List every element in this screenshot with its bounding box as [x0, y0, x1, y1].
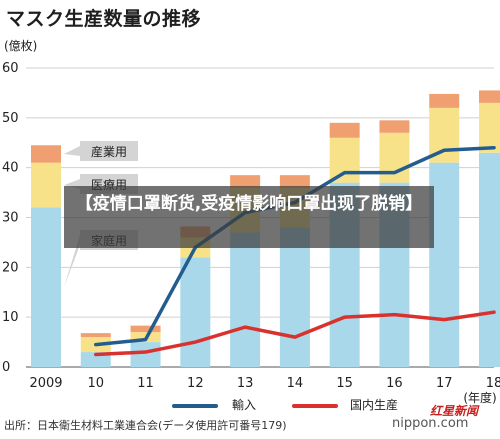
legend-import-label: 輸入	[232, 398, 257, 412]
bar-segment	[379, 132, 410, 183]
x-tick-label: 12	[187, 376, 204, 391]
series-label: 産業用	[91, 144, 127, 159]
watermark-site: nippon.com	[392, 416, 469, 431]
bar-segment	[479, 90, 500, 103]
x-tick-label: 14	[287, 376, 304, 391]
y-tick-label: 40	[2, 161, 19, 176]
bar-segment	[279, 227, 310, 367]
bar-segment	[80, 333, 111, 338]
series-label-box	[80, 141, 138, 161]
x-tick-label: 18	[486, 376, 500, 391]
x-tick-label: 17	[436, 376, 453, 391]
bar-segment	[31, 207, 61, 367]
series-label-arrow	[64, 146, 80, 156]
bar-segment	[180, 257, 211, 367]
y-tick-label: 50	[2, 111, 19, 126]
news-caption-overlay: 【疫情口罩断货,受疫情影响口罩出现了脱销】	[64, 186, 434, 248]
x-axis-unit-label: (年度)	[463, 390, 496, 405]
bar-segment	[479, 102, 500, 153]
chart-title: マスク生産数量の推移	[6, 8, 202, 30]
y-tick-label: 30	[2, 211, 19, 226]
bar-segment	[230, 175, 261, 188]
source-note: 出所：日本衛生材料工業連合会(データ使用許可番号179)	[4, 419, 287, 432]
legend-domestic-label: 国内生産	[350, 398, 399, 412]
x-tick-label: 2009	[29, 376, 62, 391]
legend-domestic-swatch	[292, 404, 338, 408]
bar-segment	[379, 120, 410, 133]
bar-segment	[429, 162, 460, 367]
x-tick-label: 10	[88, 376, 105, 391]
bar-segment	[279, 175, 310, 188]
y-tick-label: 20	[2, 260, 19, 275]
series-line	[94, 310, 496, 357]
x-tick-label: 16	[386, 376, 403, 391]
y-tick-label: 10	[2, 310, 19, 325]
series-label-arrow	[64, 235, 80, 288]
bar-segment	[31, 162, 61, 208]
bar-segment	[230, 232, 261, 367]
bar-segment	[329, 137, 360, 183]
bar-segment	[130, 325, 161, 333]
bar-segment	[130, 342, 161, 367]
legend-import-swatch	[172, 404, 218, 408]
bar-segment	[329, 122, 360, 138]
bar-segment	[31, 145, 61, 163]
x-tick-label: 13	[237, 376, 254, 391]
bar-segment	[429, 93, 460, 108]
watermark-logo: 红星新闻	[430, 404, 479, 418]
y-axis-unit-label: (億枚)	[4, 38, 37, 53]
x-tick-label: 15	[336, 376, 353, 391]
y-tick-label: 60	[2, 61, 19, 76]
bar-segment	[479, 152, 500, 367]
y-tick-label: 0	[2, 360, 10, 375]
x-tick-label: 11	[137, 376, 154, 391]
